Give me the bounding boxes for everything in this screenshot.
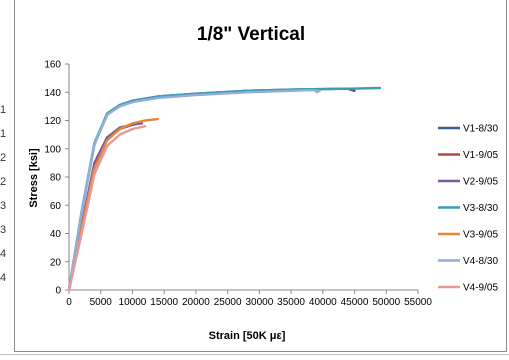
series-line-4 — [67, 86, 382, 292]
line-chart: 1/8" Vertical 0 20 40 60 80 100 120 140 160 0 5000… — [28, 24, 498, 342]
chart-frame: 1/8" Vertical 0 20 40 60 80 100 120 140 160 0 5000… — [14, 0, 507, 352]
x-tick-label: 55000 — [404, 297, 432, 308]
x-tick-label: 35000 — [277, 297, 305, 308]
x-tick-label: 30000 — [245, 297, 273, 308]
x-tick-label: 0 — [66, 297, 72, 308]
legend-label: V3-9/05 — [463, 230, 498, 241]
y-axis-label: Stress [ksi] — [28, 148, 40, 208]
x-tick-label: 45000 — [341, 297, 369, 308]
y-tick-label: 60 — [50, 201, 62, 212]
chart-title: 1/8" Vertical — [197, 24, 305, 45]
clipped-neighbor-labels: 1 1 2 2 3 3 4 4 — [0, 104, 7, 284]
legend-label: V4-9/05 — [463, 283, 498, 294]
x-tick-label: 15000 — [150, 297, 178, 308]
x-axis-label: Strain [50K με] — [209, 330, 286, 342]
x-tick-label: 25000 — [214, 297, 242, 308]
y-tick-label: 120 — [44, 116, 61, 127]
axes: 0 20 40 60 80 100 120 140 160 0 5000 10000 15000 2000… — [44, 60, 432, 309]
legend-label: V1-8/30 — [463, 124, 498, 135]
series-line-7 — [67, 124, 147, 292]
legend: V1-8/30 V1-9/05 V2-9/05 V3-8/30 V3-9/05 V4-8/… — [438, 124, 498, 294]
y-tick-label: 40 — [50, 229, 62, 240]
bottom-divider — [0, 354, 509, 355]
x-tick-label: 40000 — [309, 297, 337, 308]
plot-area — [67, 86, 382, 292]
legend-label: V3-8/30 — [463, 203, 498, 214]
y-tick-label: 140 — [44, 88, 61, 99]
series-line-1 — [67, 87, 356, 292]
x-tick-label: 20000 — [182, 297, 210, 308]
x-tick-label: 50000 — [372, 297, 400, 308]
legend-label: V4-8/30 — [463, 256, 498, 267]
y-tick-label: 100 — [44, 144, 61, 155]
y-tick-label: 20 — [50, 257, 62, 268]
legend-label: V2-9/05 — [463, 177, 498, 188]
y-tick-label: 160 — [44, 60, 61, 71]
x-tick-label: 5000 — [90, 297, 113, 308]
y-tick-label: 0 — [55, 286, 61, 297]
x-tick-label: 10000 — [119, 297, 147, 308]
series-line-6 — [67, 88, 321, 292]
y-tick-label: 80 — [50, 173, 62, 184]
legend-label: V1-9/05 — [463, 150, 498, 161]
